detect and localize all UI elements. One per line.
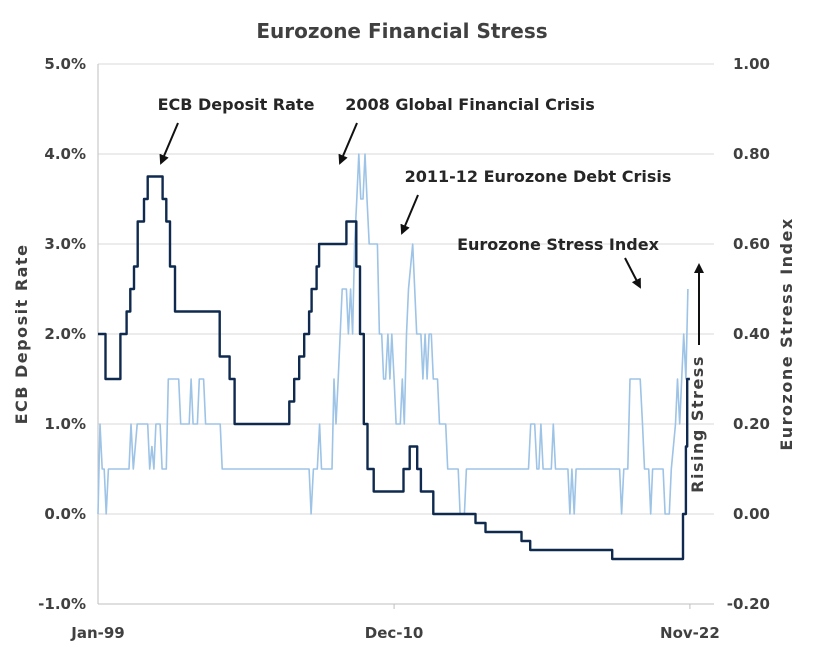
right-tick-label: 0.80 bbox=[733, 145, 770, 163]
left-axis-ticks: 5.0% 4.0% 3.0% 2.0% 1.0% 0.0% -1.0% bbox=[38, 55, 86, 613]
chart-title: Eurozone Financial Stress bbox=[256, 19, 547, 43]
annotation-ecb-deposit-rate: ECB Deposit Rate bbox=[158, 95, 315, 165]
left-tick-label: 3.0% bbox=[44, 235, 86, 253]
annotation-arrow bbox=[624, 257, 641, 289]
annotation-label: 2011-12 Eurozone Debt Crisis bbox=[405, 167, 672, 186]
series-lines bbox=[97, 153, 690, 561]
annotation-stress-index: Eurozone Stress Index bbox=[457, 235, 660, 289]
right-axis-ticks: 1.00 0.80 0.60 0.40 0.20 0.00 -0.20 bbox=[727, 55, 770, 613]
x-tick-label: Nov-22 bbox=[660, 624, 720, 642]
x-tick-label: Jan-99 bbox=[70, 624, 124, 642]
annotation-financial-crisis: 2008 Global Financial Crisis bbox=[338, 95, 595, 165]
right-tick-label: 0.00 bbox=[733, 505, 770, 523]
left-axis-title: ECB Deposit Rate bbox=[12, 244, 31, 425]
left-tick-label: -1.0% bbox=[38, 595, 86, 613]
annotation-label: ECB Deposit Rate bbox=[158, 95, 315, 114]
left-tick-label: 5.0% bbox=[44, 55, 86, 73]
annotation-debt-crisis: 2011-12 Eurozone Debt Crisis bbox=[400, 167, 672, 235]
series-line-ecb-deposit-rate bbox=[98, 175, 690, 561]
x-axis-ticks: Jan-99 Dec-10 Nov-22 bbox=[70, 624, 720, 642]
left-tick-label: 0.0% bbox=[44, 505, 86, 523]
annotation-label: 2008 Global Financial Crisis bbox=[345, 95, 594, 114]
right-tick-label: 0.60 bbox=[733, 235, 770, 253]
left-tick-label: 4.0% bbox=[44, 145, 86, 163]
rising-stress-label: Rising Stress bbox=[688, 355, 707, 493]
annotation-arrow bbox=[159, 122, 179, 165]
left-tick-label: 2.0% bbox=[44, 325, 86, 343]
right-tick-label: -0.20 bbox=[727, 595, 770, 613]
right-tick-label: 0.20 bbox=[733, 415, 770, 433]
x-tick-label: Dec-10 bbox=[365, 624, 424, 642]
right-tick-label: 0.40 bbox=[733, 325, 770, 343]
gridlines bbox=[98, 63, 714, 609]
annotation-arrow bbox=[400, 194, 419, 235]
series-line-eurozone-stress-index bbox=[97, 153, 689, 515]
annotation-label: Eurozone Stress Index bbox=[457, 235, 660, 254]
right-axis-title: Eurozone Stress Index bbox=[777, 217, 796, 450]
annotation-arrow bbox=[338, 122, 358, 165]
right-tick-label: 1.00 bbox=[733, 55, 770, 73]
left-tick-label: 1.0% bbox=[44, 415, 86, 433]
